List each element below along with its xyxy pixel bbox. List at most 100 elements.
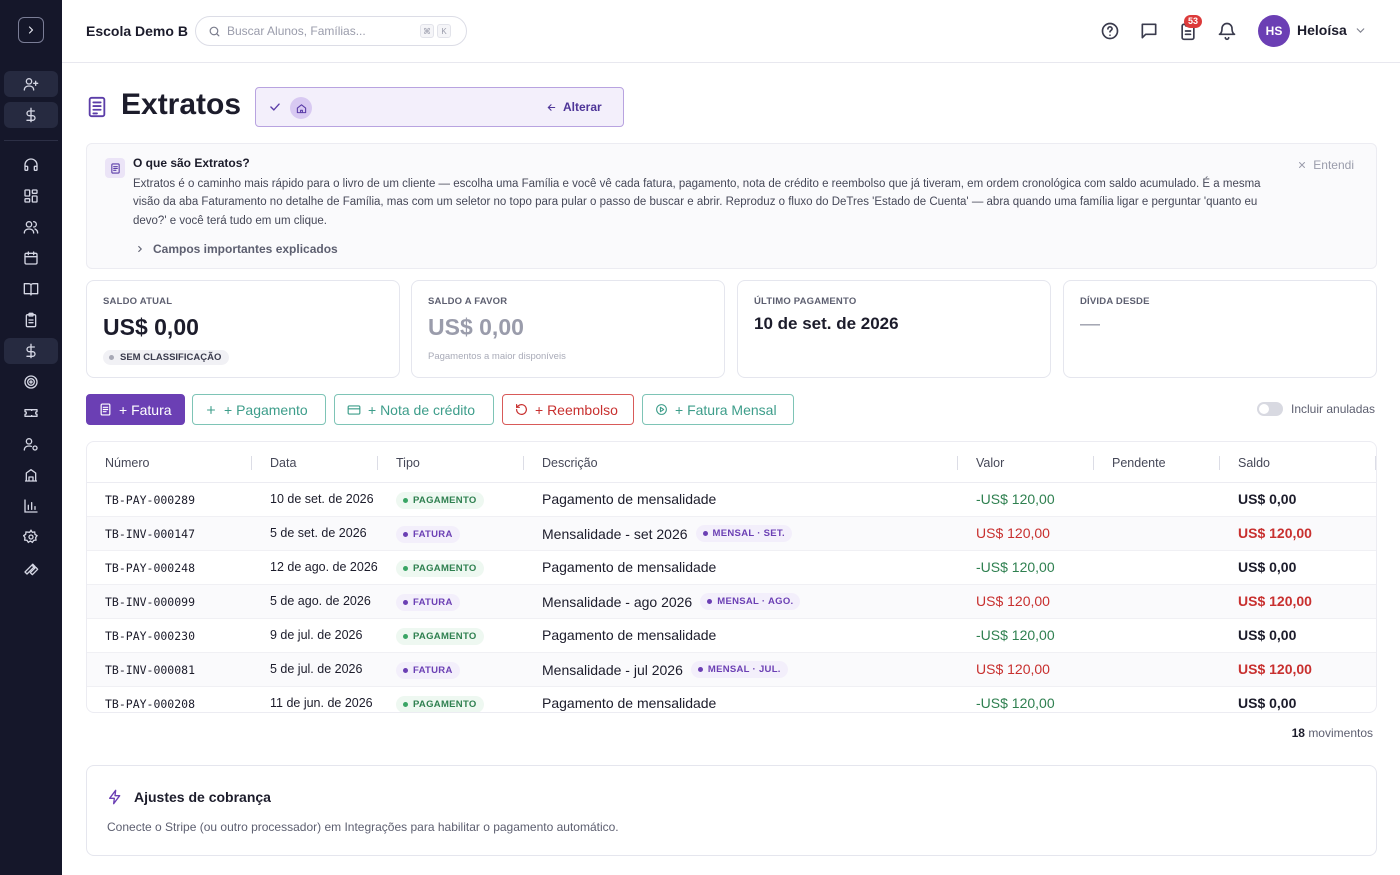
new-invoice-label: + Fatura xyxy=(119,401,172,418)
sidebar-item-attendance[interactable] xyxy=(4,307,58,333)
school-name[interactable]: Escola Demo B xyxy=(86,23,188,39)
table-row[interactable]: TB-INV-000081 5 de jul. de 2026 FATURA Mens… xyxy=(87,653,1376,687)
search-input[interactable] xyxy=(227,24,417,38)
monthly-tag: MENSAL · SET. xyxy=(695,525,792,542)
include-voided-label: Incluir anuladas xyxy=(1291,402,1376,416)
sidebar-item-courses[interactable] xyxy=(4,276,58,302)
last-payment-card: ÚLTIMO PAGAMENTO 10 de set. de 2026 xyxy=(737,280,1051,378)
row-number[interactable]: TB-PAY-000289 xyxy=(105,493,196,507)
check-icon xyxy=(270,103,280,111)
movement-count-label: movimentos xyxy=(1308,726,1373,740)
important-fields-toggle[interactable]: Campos importantes explicados xyxy=(135,242,338,256)
column-pending[interactable]: Pendente xyxy=(1112,456,1166,470)
dollar-icon xyxy=(26,107,36,123)
close-icon xyxy=(1299,162,1306,168)
row-number[interactable]: TB-PAY-000230 xyxy=(105,629,196,643)
row-date: 5 de ago. de 2026 xyxy=(270,594,371,608)
column-description[interactable]: Descrição xyxy=(542,456,598,470)
new-refund-button[interactable]: + Reembolso xyxy=(502,394,634,425)
book-open-icon xyxy=(23,283,39,296)
shortcut-key-cmd: ⌘ xyxy=(420,24,434,38)
row-balance: US$ 120,00 xyxy=(1238,593,1312,609)
toggle-switch[interactable] xyxy=(1257,402,1283,416)
column-amount[interactable]: Valor xyxy=(976,456,1005,470)
type-badge: PAGAMENTO xyxy=(396,560,484,577)
sidebar-item-events[interactable] xyxy=(4,400,58,426)
family-selector[interactable]: Alterar xyxy=(255,87,624,127)
row-description-text: Mensalidade - jul 2026 xyxy=(542,661,683,678)
bell-icon[interactable] xyxy=(1217,21,1237,41)
row-number[interactable]: TB-PAY-000208 xyxy=(105,697,196,711)
new-payment-button[interactable]: + Pagamento xyxy=(192,394,326,425)
sidebar-divider xyxy=(4,140,58,141)
messages-icon[interactable] xyxy=(1139,21,1159,41)
new-credit-note-button[interactable]: + Nota de crédito xyxy=(334,394,494,425)
include-voided-toggle[interactable]: Incluir anuladas xyxy=(1257,402,1375,416)
sidebar-item-dashboard[interactable] xyxy=(4,183,58,209)
sidebar-item-school[interactable] xyxy=(4,462,58,488)
table-row[interactable]: TB-INV-000147 5 de set. de 2026 FATURA Mens… xyxy=(87,517,1376,551)
sidebar-item-tools[interactable] xyxy=(4,555,58,581)
sidebar-item-settings[interactable] xyxy=(4,524,58,550)
sidebar-item-calendar[interactable] xyxy=(4,245,58,271)
movement-count: 18 movimentos xyxy=(1292,726,1373,740)
sidebar-item-goals[interactable] xyxy=(4,369,58,395)
info-title: O que são Extratos? xyxy=(133,156,250,170)
sidebar-item-reports[interactable] xyxy=(4,493,58,519)
credit-balance-label: SALDO A FAVOR xyxy=(428,296,508,307)
sidebar-item-families[interactable] xyxy=(4,214,58,240)
row-description-text: Pagamento de mensalidade xyxy=(542,491,717,507)
sidebar-item-quick-payment[interactable] xyxy=(4,102,58,128)
debt-since-card: DÍVIDA DESDE — xyxy=(1063,280,1377,378)
row-number[interactable]: TB-INV-000099 xyxy=(105,595,196,609)
new-monthly-invoice-button[interactable]: + Fatura Mensal xyxy=(642,394,794,425)
type-badge: PAGAMENTO xyxy=(396,492,484,509)
row-description-text: Pagamento de mensalidade xyxy=(542,695,717,711)
row-number[interactable]: TB-INV-000081 xyxy=(105,663,196,677)
new-payment-label: + Pagamento xyxy=(224,401,308,418)
search-icon xyxy=(209,26,220,36)
table-row[interactable]: TB-PAY-000289 10 de set. de 2026 PAGAMENTO… xyxy=(87,483,1376,517)
dismiss-info-button[interactable]: Entendi xyxy=(1297,158,1354,172)
row-description: Pagamento de mensalidade xyxy=(542,559,716,575)
row-amount: US$ 120,00 xyxy=(976,525,1050,541)
sidebar-item-support[interactable] xyxy=(4,152,58,178)
row-description: Mensalidade - jul 2026 MENSAL · JUL. xyxy=(542,661,788,678)
help-icon[interactable] xyxy=(1100,21,1120,41)
debt-since-value: — xyxy=(1080,313,1100,335)
sidebar-item-billing[interactable] xyxy=(4,338,58,364)
table-row[interactable]: TB-PAY-000248 12 de ago. de 2026 PAGAMENTO… xyxy=(87,551,1376,585)
table-header: Número Data Tipo Descrição Valor Pendent… xyxy=(87,442,1376,483)
type-badge-text: PAGAMENTO xyxy=(413,495,477,506)
table-row[interactable]: TB-INV-000099 5 de ago. de 2026 FATURA Mens… xyxy=(87,585,1376,619)
row-number[interactable]: TB-PAY-000248 xyxy=(105,561,196,575)
monthly-tag: MENSAL · AGO. xyxy=(700,593,801,610)
info-body: Extratos é o caminho mais rápido para o … xyxy=(133,178,1261,227)
search-box[interactable]: ⌘ K xyxy=(195,16,467,46)
avatar[interactable]: HS xyxy=(1258,15,1290,47)
clipboard-icon xyxy=(25,312,37,328)
new-invoice-button[interactable]: + Fatura xyxy=(86,394,185,425)
chevron-down-icon[interactable] xyxy=(1354,24,1367,37)
bar-chart-icon xyxy=(24,499,38,513)
row-number[interactable]: TB-INV-000147 xyxy=(105,527,196,541)
billing-settings-card: Ajustes de cobrança Conecte o Stripe (ou… xyxy=(86,765,1377,856)
row-description: Pagamento de mensalidade xyxy=(542,627,716,643)
sidebar-item-staff[interactable] xyxy=(4,431,58,457)
column-date[interactable]: Data xyxy=(270,456,297,470)
column-type[interactable]: Tipo xyxy=(396,456,420,470)
home-icon xyxy=(290,97,312,119)
type-badge: PAGAMENTO xyxy=(396,696,484,712)
type-badge-text: FATURA xyxy=(413,665,453,676)
row-amount: -US$ 120,00 xyxy=(976,695,1055,711)
user-name[interactable]: Heloísa xyxy=(1297,22,1347,38)
change-family-button[interactable]: Alterar xyxy=(546,100,602,114)
column-balance[interactable]: Saldo xyxy=(1238,456,1270,470)
table-row[interactable]: TB-PAY-000230 9 de jul. de 2026 PAGAMENTO P… xyxy=(87,619,1376,653)
column-number[interactable]: Número xyxy=(105,456,150,470)
row-date: 11 de jun. de 2026 xyxy=(270,696,373,710)
sidebar-item-add-student[interactable] xyxy=(4,71,58,97)
headset-icon xyxy=(24,158,38,171)
table-row[interactable]: TB-PAY-000208 11 de jun. de 2026 PAGAMENTO… xyxy=(87,687,1376,712)
expand-sidebar-button[interactable] xyxy=(18,17,44,43)
